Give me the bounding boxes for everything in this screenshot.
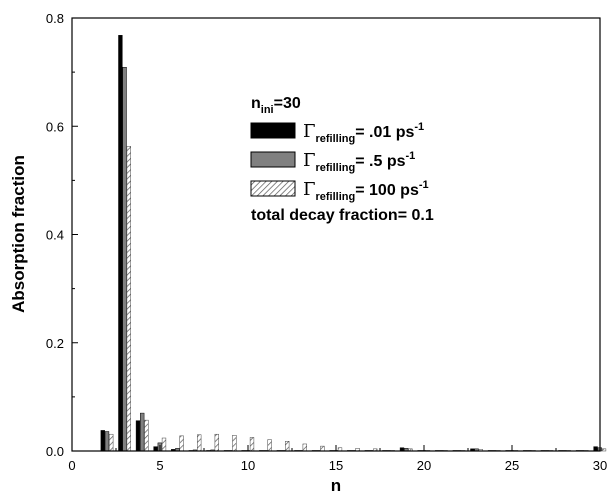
legend-footer: total decay fraction= 0.1 xyxy=(251,207,434,224)
axis-ticks: 0 5 10 15 20 25 30 0.0 0.2 0.4 0.6 0.8 xyxy=(46,11,607,473)
legend-entry-0-value: = .01 ps xyxy=(355,124,414,141)
x-tick-label: 30 xyxy=(593,458,607,473)
legend-header-rest: =30 xyxy=(274,95,301,112)
bars-group xyxy=(100,35,607,452)
legend-entry-2-sup: -1 xyxy=(419,179,429,191)
bar-black-n3 xyxy=(118,35,123,452)
bar-hatched-n13 xyxy=(302,443,307,452)
legend-header-sub: ini xyxy=(261,104,274,116)
x-tick-label: 10 xyxy=(241,458,255,473)
y-tick-label: 0.0 xyxy=(46,444,64,459)
legend-entry-1-sub: refilling xyxy=(316,162,356,174)
bar-hatched-n12 xyxy=(285,441,290,452)
legend-entry-1-value: = .5 ps xyxy=(355,153,405,170)
bar-black-n5 xyxy=(153,446,158,452)
y-axis-label: Absorption fraction xyxy=(9,155,28,313)
y-tick-label: 0.6 xyxy=(46,119,64,134)
legend-entry-0-sup: -1 xyxy=(414,121,424,133)
plot-frame xyxy=(71,17,601,452)
legend-entry-0: Γrefilling= .01 ps-1 xyxy=(303,121,424,145)
bar-gray-n3 xyxy=(122,67,127,452)
bar-gray-n2 xyxy=(104,431,110,452)
legend-entry-0-greek: Γ xyxy=(303,121,316,142)
bar-hatched-n11 xyxy=(267,439,272,452)
bar-black-n30 xyxy=(593,446,598,452)
bar-hatched-n7 xyxy=(197,434,202,452)
legend-entry-2-greek: Γ xyxy=(303,179,316,200)
legend: nini=30 Γrefilling= .01 ps-1 Γrefilling=… xyxy=(250,95,434,224)
x-tick-label: 0 xyxy=(68,458,75,473)
legend-entry-2-sub: refilling xyxy=(316,191,356,203)
legend-entry-2-value: = 100 ps xyxy=(355,182,419,199)
x-tick-label: 5 xyxy=(156,458,163,473)
bar-hatched-n4 xyxy=(144,419,149,452)
legend-entry-0-sub: refilling xyxy=(316,133,356,145)
y-tick-label: 0.4 xyxy=(46,228,64,243)
bar-hatched-n30 xyxy=(601,448,607,452)
x-axis-label: n xyxy=(331,476,341,491)
bar-black-n2 xyxy=(100,430,105,452)
legend-entry-1-sup: -1 xyxy=(405,150,415,162)
legend-swatch-black xyxy=(250,122,296,139)
bar-hatched-n9 xyxy=(232,435,237,452)
bar-hatched-n2 xyxy=(109,433,114,452)
x-tick-label: 25 xyxy=(505,458,519,473)
legend-swatch-hatched xyxy=(250,180,296,197)
legend-swatch-gray xyxy=(250,151,296,168)
bar-hatched-n6 xyxy=(179,435,184,452)
legend-entry-1: Γrefilling= .5 ps-1 xyxy=(303,150,415,174)
legend-header: nini=30 xyxy=(251,95,301,116)
bar-hatched-n3 xyxy=(126,146,131,452)
legend-entry-1-greek: Γ xyxy=(303,150,316,171)
y-tick-label: 0.2 xyxy=(46,336,64,351)
legend-header-main: n xyxy=(251,95,261,112)
x-tick-label: 20 xyxy=(417,458,431,473)
bar-black-n4 xyxy=(135,420,141,452)
bar-gray-n4 xyxy=(140,412,145,452)
y-tick-label: 0.8 xyxy=(46,11,64,26)
bar-hatched-n14 xyxy=(320,445,325,452)
legend-entry-2: Γrefilling= 100 ps-1 xyxy=(303,179,429,203)
x-tick-label: 15 xyxy=(329,458,343,473)
bar-hatched-n5 xyxy=(161,437,167,452)
bar-hatched-n8 xyxy=(214,433,219,452)
bar-hatched-n10 xyxy=(249,437,255,452)
